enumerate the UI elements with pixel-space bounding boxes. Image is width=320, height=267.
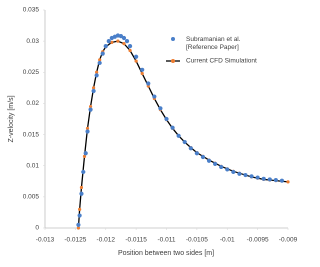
data-point: [213, 161, 218, 166]
legend-box: [162, 30, 284, 74]
data-point: [237, 171, 242, 176]
y-tick-label: 0.02: [26, 100, 39, 107]
data-point: [182, 139, 187, 145]
legend-marker: [171, 59, 175, 63]
y-tick-label: 0.025: [23, 69, 40, 76]
x-tick-label: -0.0095: [247, 237, 269, 244]
data-point: [121, 35, 127, 41]
chart: Position between two sides [m] Z-velocit…: [7, 6, 298, 257]
data-point: [88, 104, 93, 109]
data-point: [200, 154, 206, 160]
data-point: [279, 178, 285, 183]
data-point: [92, 86, 96, 90]
data-point: [124, 39, 130, 44]
y-tick-label: 0.035: [23, 7, 40, 14]
data-point: [122, 42, 126, 46]
y-tick-label: 0.03: [26, 38, 39, 45]
x-tick-label: -0.009: [279, 237, 298, 244]
data-point: [128, 48, 132, 53]
x-axis-label: Position between two sides [m]: [118, 250, 214, 257]
data-point: [140, 71, 144, 76]
data-point: [140, 67, 145, 72]
data-point: [98, 58, 102, 62]
data-point: [261, 176, 266, 181]
x-tick-label: -0.01: [220, 237, 235, 244]
data-point: [79, 191, 84, 196]
data-point: [103, 44, 108, 49]
data-point: [146, 81, 151, 86]
data-point: [206, 158, 212, 163]
data-point: [267, 177, 272, 182]
data-point: [95, 70, 99, 74]
y-tick-label: 0.015: [23, 131, 40, 138]
data-point: [77, 213, 82, 218]
data-point: [152, 94, 157, 99]
series-line: [77, 40, 289, 229]
data-point: [106, 39, 111, 44]
data-point: [85, 129, 90, 134]
data-point: [243, 172, 248, 178]
data-point: [94, 73, 99, 78]
data-point: [231, 169, 236, 175]
data-point: [249, 174, 254, 179]
x-tick-label: -0.011: [158, 237, 176, 244]
data-point: [83, 151, 88, 156]
x-tick-label: -0.0125: [64, 237, 86, 244]
data-point: [286, 180, 290, 184]
legend-label: Current CFD Simulationt: [186, 58, 257, 65]
data-point: [79, 185, 84, 190]
legend-marker: [171, 37, 175, 41]
data-point: [194, 151, 199, 156]
data-point: [134, 59, 138, 63]
data-point: [127, 44, 133, 49]
data-point: [188, 146, 193, 151]
data-point: [91, 88, 96, 94]
data-point: [255, 175, 260, 180]
data-point: [273, 177, 278, 183]
data-point: [76, 226, 81, 230]
legend-label: Subramanian et al. [Reference Paper]: [186, 36, 241, 51]
data-point: [225, 167, 230, 172]
data-point: [118, 34, 124, 39]
data-point: [134, 54, 139, 59]
data-point: [100, 51, 105, 56]
data-point: [88, 107, 93, 112]
data-point: [78, 207, 82, 211]
x-tick-label: -0.013: [36, 237, 55, 244]
x-tick-label: -0.0105: [186, 237, 208, 244]
data-point: [219, 164, 224, 170]
data-point: [170, 125, 175, 130]
data-point: [116, 39, 120, 43]
y-axis-label: Z-velocity [m/s]: [8, 95, 15, 142]
x-tick-label: -0.0115: [125, 237, 147, 244]
x-tick-label: -0.012: [97, 237, 116, 244]
data-point: [82, 154, 87, 158]
data-point: [176, 133, 181, 138]
y-tick-label: 0.01: [26, 162, 39, 169]
data-point: [158, 106, 163, 111]
data-point: [97, 60, 102, 66]
y-tick-label: 0: [35, 225, 39, 232]
data-point: [76, 222, 81, 227]
y-tick-label: 0.005: [23, 194, 40, 201]
data-point: [164, 116, 169, 122]
data-point: [81, 169, 86, 175]
data-point: [110, 40, 114, 44]
data-point: [85, 126, 90, 130]
